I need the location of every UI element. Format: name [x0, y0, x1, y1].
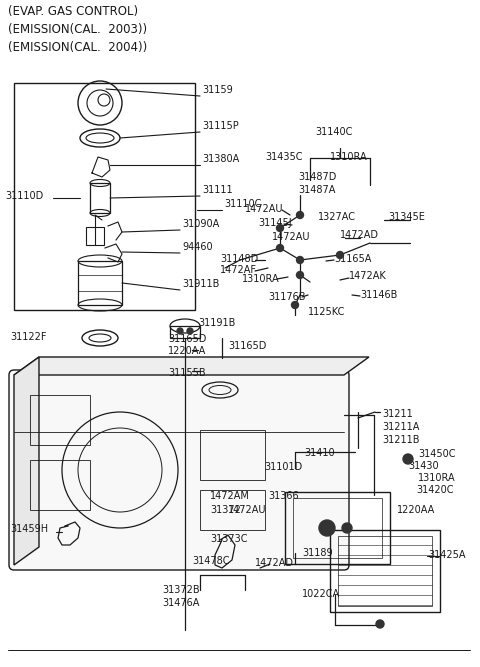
Circle shape	[297, 257, 303, 263]
Text: 31487D: 31487D	[298, 172, 336, 182]
Text: 31459H: 31459H	[10, 524, 48, 534]
Text: 31372: 31372	[210, 505, 241, 515]
Text: 31090A: 31090A	[182, 219, 219, 229]
Text: 31191B: 31191B	[198, 318, 235, 328]
Text: 31122F: 31122F	[10, 332, 47, 342]
Text: 31101D: 31101D	[264, 462, 302, 472]
Text: 1472AK: 1472AK	[349, 271, 387, 281]
Circle shape	[187, 328, 193, 334]
Text: 31111: 31111	[202, 185, 233, 195]
Bar	[30, 460, 90, 510]
Text: (EVAP. GAS CONTROL): (EVAP. GAS CONTROL)	[8, 5, 138, 18]
Circle shape	[297, 211, 303, 219]
Text: 31165D: 31165D	[228, 341, 266, 351]
Text: 31145J: 31145J	[258, 218, 292, 228]
Bar	[78, 261, 122, 305]
Text: 1220AA: 1220AA	[397, 505, 435, 515]
Text: 31165D: 31165D	[168, 334, 206, 344]
Text: 31155B: 31155B	[168, 368, 205, 378]
Text: 31140C: 31140C	[315, 127, 352, 137]
Circle shape	[297, 271, 303, 279]
Circle shape	[177, 328, 183, 334]
Text: 1310RA: 1310RA	[418, 473, 456, 483]
Text: (EMISSION(CAL.  2003)): (EMISSION(CAL. 2003))	[8, 23, 147, 36]
Text: 1472AF: 1472AF	[220, 265, 257, 275]
Polygon shape	[14, 357, 369, 375]
Text: 31380A: 31380A	[202, 154, 239, 164]
Text: 31476A: 31476A	[162, 598, 199, 608]
Text: 1022CA: 1022CA	[302, 589, 340, 599]
Bar	[200, 430, 265, 480]
Text: 31165A: 31165A	[334, 254, 372, 264]
Bar	[14, 83, 195, 310]
Text: 31345E: 31345E	[388, 212, 425, 222]
Circle shape	[276, 245, 284, 251]
Text: 1310RA: 1310RA	[242, 274, 280, 284]
Bar	[293, 498, 382, 558]
Bar	[86, 227, 104, 245]
FancyBboxPatch shape	[9, 370, 349, 570]
Text: (EMISSION(CAL.  2004)): (EMISSION(CAL. 2004))	[8, 41, 147, 54]
Polygon shape	[14, 357, 39, 565]
Text: 1472AD: 1472AD	[340, 230, 379, 240]
Text: 1472AU: 1472AU	[245, 204, 284, 214]
Bar	[200, 490, 265, 530]
Text: 1472AU: 1472AU	[272, 232, 311, 242]
Text: 31366: 31366	[268, 491, 299, 501]
Text: 31478C: 31478C	[192, 556, 229, 566]
Bar	[285, 492, 390, 564]
Bar	[338, 536, 432, 606]
Text: 31110C: 31110C	[224, 199, 262, 209]
Text: 31110D: 31110D	[5, 191, 43, 201]
Text: 31211B: 31211B	[382, 435, 420, 445]
Text: 31420C: 31420C	[416, 485, 454, 495]
Text: 31211A: 31211A	[382, 422, 420, 432]
Text: 31146B: 31146B	[360, 290, 397, 300]
Text: 31425A: 31425A	[428, 550, 466, 560]
Text: 31159: 31159	[202, 85, 233, 95]
Text: 31211: 31211	[382, 409, 413, 419]
Text: 31487A: 31487A	[298, 185, 336, 195]
Text: 31148D: 31148D	[220, 254, 258, 264]
Text: 94460: 94460	[182, 242, 213, 252]
Text: 1472AU: 1472AU	[228, 505, 266, 515]
Text: 31373C: 31373C	[210, 534, 248, 544]
Text: 31189: 31189	[302, 548, 333, 558]
Text: 31450C: 31450C	[418, 449, 456, 459]
Bar	[90, 183, 110, 213]
Circle shape	[376, 620, 384, 628]
Circle shape	[342, 523, 352, 533]
Text: 1125KC: 1125KC	[308, 307, 346, 317]
Circle shape	[403, 454, 413, 464]
Bar	[30, 395, 90, 445]
Text: 1472AD: 1472AD	[255, 558, 294, 568]
Text: 31176B: 31176B	[268, 292, 305, 302]
Text: 1310RA: 1310RA	[330, 152, 368, 162]
Text: 31435C: 31435C	[265, 152, 302, 162]
Bar	[330, 530, 440, 612]
Circle shape	[291, 301, 299, 309]
Text: 1472AM: 1472AM	[210, 491, 250, 501]
Circle shape	[319, 520, 335, 536]
Text: 31115P: 31115P	[202, 121, 239, 131]
Circle shape	[276, 225, 284, 231]
Text: 31410: 31410	[304, 448, 335, 458]
Text: 31430: 31430	[408, 461, 439, 471]
Text: 31911B: 31911B	[182, 279, 219, 289]
Text: 31372B: 31372B	[162, 585, 200, 595]
Bar	[170, 326, 200, 338]
Text: 1220AA: 1220AA	[168, 346, 206, 356]
Text: 1327AC: 1327AC	[318, 212, 356, 222]
Circle shape	[336, 251, 344, 259]
